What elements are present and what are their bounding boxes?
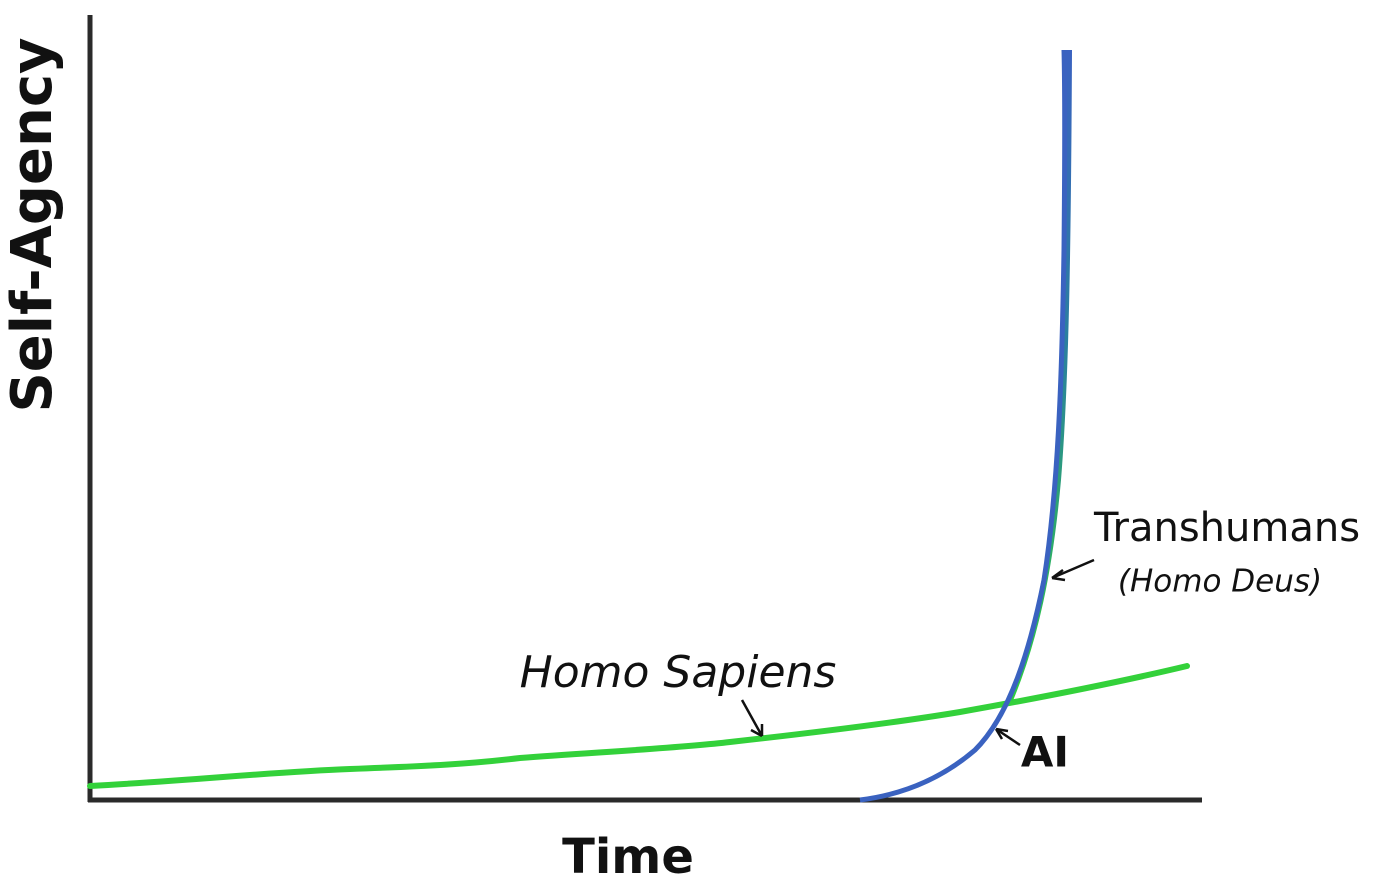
transhumans-label: Transhumans bbox=[1093, 505, 1360, 551]
ai-label: AI bbox=[1021, 728, 1069, 777]
homo-deus-label: (Homo Deus) bbox=[1118, 564, 1322, 600]
homo-sapiens-curve bbox=[87, 663, 1190, 789]
annotation-arrows bbox=[740, 558, 1095, 747]
x-axis-label: Time bbox=[562, 829, 694, 885]
y-axis-label: Self-Agency bbox=[0, 37, 65, 412]
homo-sapiens-label: Homo Sapiens bbox=[520, 647, 837, 698]
ai-curve bbox=[859, 49, 1068, 803]
